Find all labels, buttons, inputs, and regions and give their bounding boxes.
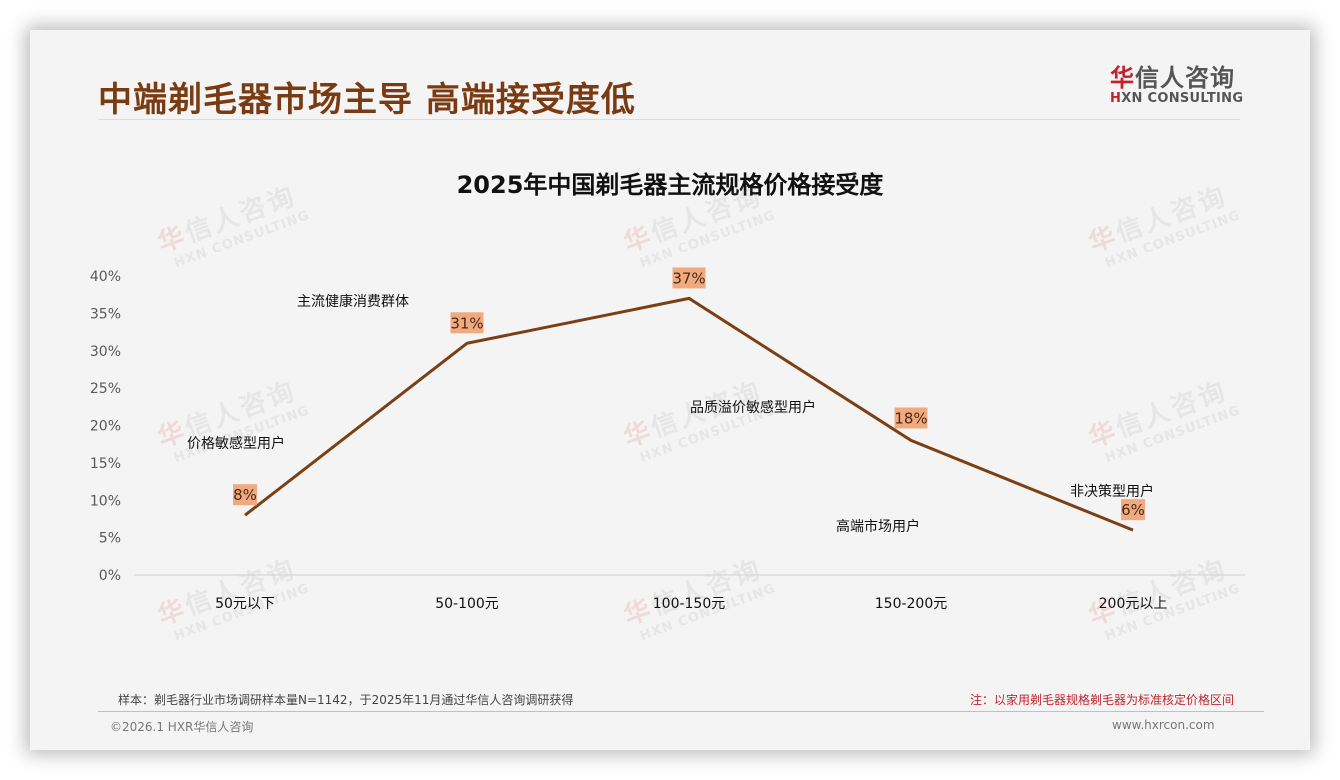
data-line [244, 296, 1134, 532]
x-tick-label: 50元以下 [215, 596, 275, 612]
y-tick-label: 15% [90, 456, 121, 472]
page-title: 中端剃毛器市场主导 高端接受度低 [98, 80, 636, 120]
logo-en-mark: H [1110, 91, 1122, 106]
title-divider [98, 119, 1240, 120]
data-label-bg [1121, 499, 1145, 521]
line-chart: 0% 5% 10% 15% 20% 25% 30% 35% 40% 50元以下 50-100元 100… [90, 267, 1245, 612]
y-tick-label: 0% [99, 568, 121, 584]
segment-annotation: 高端市场用户 [836, 518, 920, 535]
y-tick-label: 40% [90, 269, 121, 285]
logo-en-name: XN CONSULTING [1121, 91, 1244, 106]
y-tick-label: 30% [90, 344, 121, 360]
footer-divider [98, 711, 1264, 712]
y-tick-label: 10% [90, 493, 121, 509]
data-label-bg [233, 484, 257, 506]
logo-name: 信人咨询 [1135, 64, 1235, 92]
segment-annotation: 非决策型用户 [1070, 483, 1154, 500]
logo-english: HXN CONSULTING [1110, 92, 1250, 106]
data-label: 6% [1121, 501, 1145, 519]
data-label: 37% [672, 269, 705, 287]
data-label: 31% [450, 314, 483, 332]
company-logo: 华信人咨询 HXN CONSULTING [1110, 64, 1250, 106]
data-label: 18% [894, 409, 927, 427]
logo-mark: 华 [1110, 64, 1135, 92]
slide: 中端剃毛器市场主导 高端接受度低 华信人咨询 HXN CONSULTING 20… [30, 30, 1310, 750]
x-tick-label: 200元以上 [1099, 596, 1168, 612]
segment-annotation: 品质溢价敏感型用户 [690, 399, 816, 416]
website-link[interactable]: www.hxrcon.com [1112, 718, 1215, 732]
sample-note: 样本：剃毛器行业市场调研样本量N=1142，于2025年11月通过华信人咨询调研… [118, 693, 574, 707]
y-tick-label: 5% [99, 531, 121, 547]
y-tick-label: 25% [90, 381, 121, 397]
copyright-text: ©2026.1 HXR华信人咨询 [110, 720, 254, 734]
data-label-bg [672, 267, 706, 289]
x-tick-label: 100-150元 [653, 596, 726, 612]
price-range-note: 注：以家用剃毛器规格剃毛器为标准核定价格区间 [970, 693, 1235, 707]
data-label-bg [894, 407, 928, 429]
segment-annotation: 价格敏感型用户 [187, 435, 285, 452]
data-label-bg [450, 312, 484, 334]
data-label: 8% [233, 486, 257, 504]
segment-annotation: 主流健康消费群体 [297, 293, 409, 310]
x-tick-label: 150-200元 [875, 596, 948, 612]
y-tick-label: 20% [90, 419, 121, 435]
chart-title: 2025年中国剃毛器主流规格价格接受度 [456, 171, 884, 199]
logo-chinese: 华信人咨询 [1110, 64, 1250, 92]
x-tick-label: 50-100元 [435, 596, 499, 612]
y-tick-label: 35% [90, 306, 121, 322]
